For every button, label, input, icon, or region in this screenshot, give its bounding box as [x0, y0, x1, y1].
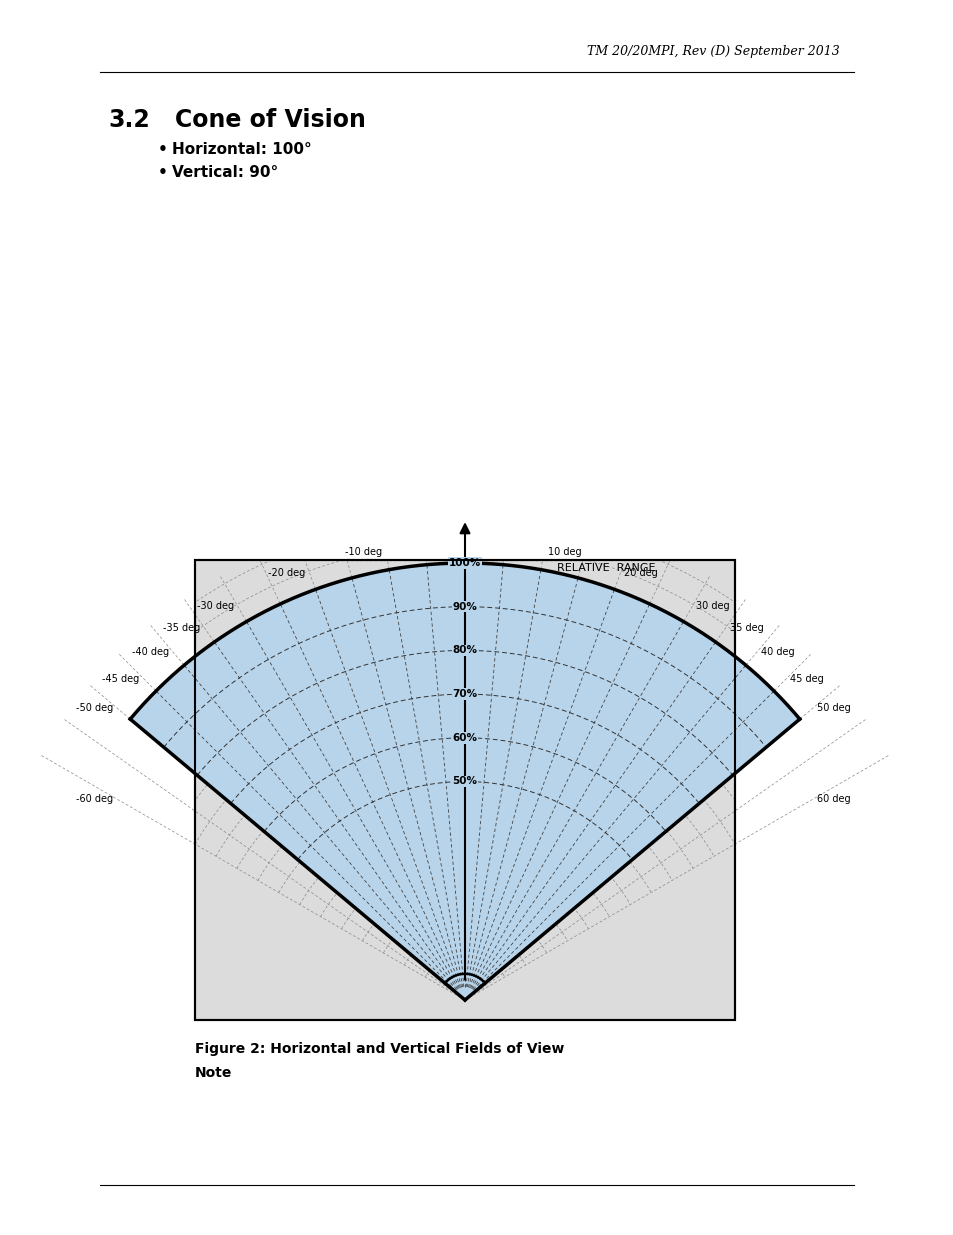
- Text: -40 deg: -40 deg: [132, 647, 169, 657]
- Text: •: •: [158, 142, 168, 157]
- Text: 80%: 80%: [452, 646, 477, 656]
- Text: 50%: 50%: [452, 777, 477, 787]
- Text: Note: Note: [194, 1066, 233, 1079]
- Text: 30 deg: 30 deg: [696, 601, 729, 611]
- Text: 60%: 60%: [452, 732, 477, 742]
- Text: Vertical: 90°: Vertical: 90°: [172, 165, 278, 180]
- Text: -50 deg: -50 deg: [75, 703, 112, 713]
- Text: 50 deg: 50 deg: [817, 703, 850, 713]
- Text: 90%: 90%: [452, 601, 476, 611]
- Text: -30 deg: -30 deg: [196, 601, 233, 611]
- Text: Cone of Vision: Cone of Vision: [174, 107, 366, 132]
- Bar: [194, 559, 734, 1020]
- Text: 35 deg: 35 deg: [729, 622, 762, 632]
- Text: RELATIVE  RANGE: RELATIVE RANGE: [557, 563, 655, 573]
- Text: 40 deg: 40 deg: [760, 647, 794, 657]
- Text: 70%: 70%: [452, 689, 477, 699]
- Text: -20 deg: -20 deg: [268, 568, 305, 578]
- Text: Figure 2: Horizontal and Vertical Fields of View: Figure 2: Horizontal and Vertical Fields…: [194, 1042, 564, 1056]
- Text: 20 deg: 20 deg: [624, 568, 658, 578]
- Text: 100%: 100%: [449, 558, 480, 568]
- Polygon shape: [131, 563, 799, 1000]
- Text: 45 deg: 45 deg: [789, 673, 823, 684]
- Text: 60 deg: 60 deg: [817, 794, 850, 804]
- Text: 3.2: 3.2: [108, 107, 150, 132]
- Text: -60 deg: -60 deg: [75, 794, 112, 804]
- Text: TM 20/20MPI, Rev (D) September 2013: TM 20/20MPI, Rev (D) September 2013: [587, 44, 840, 58]
- Text: Horizontal: 100°: Horizontal: 100°: [172, 142, 312, 157]
- Text: -10 deg: -10 deg: [345, 547, 382, 557]
- Bar: [194, 559, 734, 1020]
- Text: -45 deg: -45 deg: [102, 673, 139, 684]
- Text: 10 deg: 10 deg: [547, 547, 581, 557]
- Text: -35 deg: -35 deg: [163, 622, 200, 632]
- Text: •: •: [158, 165, 168, 180]
